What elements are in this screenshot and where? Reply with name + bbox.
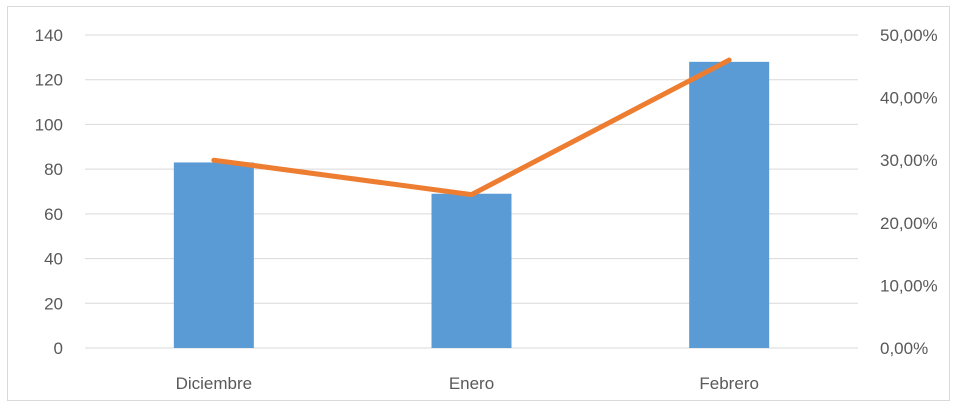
y2-tick-label: 40,00% <box>880 89 938 108</box>
bar <box>173 162 254 348</box>
y2-tick-label: 0,00% <box>880 339 928 358</box>
y-tick-label: 100 <box>35 115 63 134</box>
y2-tick-label: 10,00% <box>880 276 938 295</box>
y-tick-label: 20 <box>44 294 63 313</box>
y-tick-label: 60 <box>44 205 63 224</box>
bar <box>689 61 770 348</box>
line-series <box>211 57 732 198</box>
x-tick-label: Febrero <box>699 374 759 393</box>
line-series-path <box>211 57 732 198</box>
y-tick-label: 80 <box>44 160 63 179</box>
y-axis-secondary: 0,00% 10,00% 20,00% 30,00% 40,00% 50,00% <box>880 26 938 358</box>
bar <box>431 193 512 348</box>
y2-tick-label: 20,00% <box>880 214 938 233</box>
y-axis-primary: 0 20 40 60 80 100 120 140 <box>35 26 63 358</box>
x-tick-label: Enero <box>449 374 494 393</box>
x-axis: Diciembre Enero Febrero <box>176 374 759 393</box>
y-tick-label: 140 <box>35 26 63 45</box>
bar-series <box>173 61 770 348</box>
y-tick-label: 40 <box>44 250 63 269</box>
y2-tick-label: 30,00% <box>880 151 938 170</box>
y-tick-label: 120 <box>35 71 63 90</box>
y-tick-label: 0 <box>54 339 63 358</box>
y2-tick-label: 50,00% <box>880 26 938 45</box>
x-tick-label: Diciembre <box>176 374 253 393</box>
